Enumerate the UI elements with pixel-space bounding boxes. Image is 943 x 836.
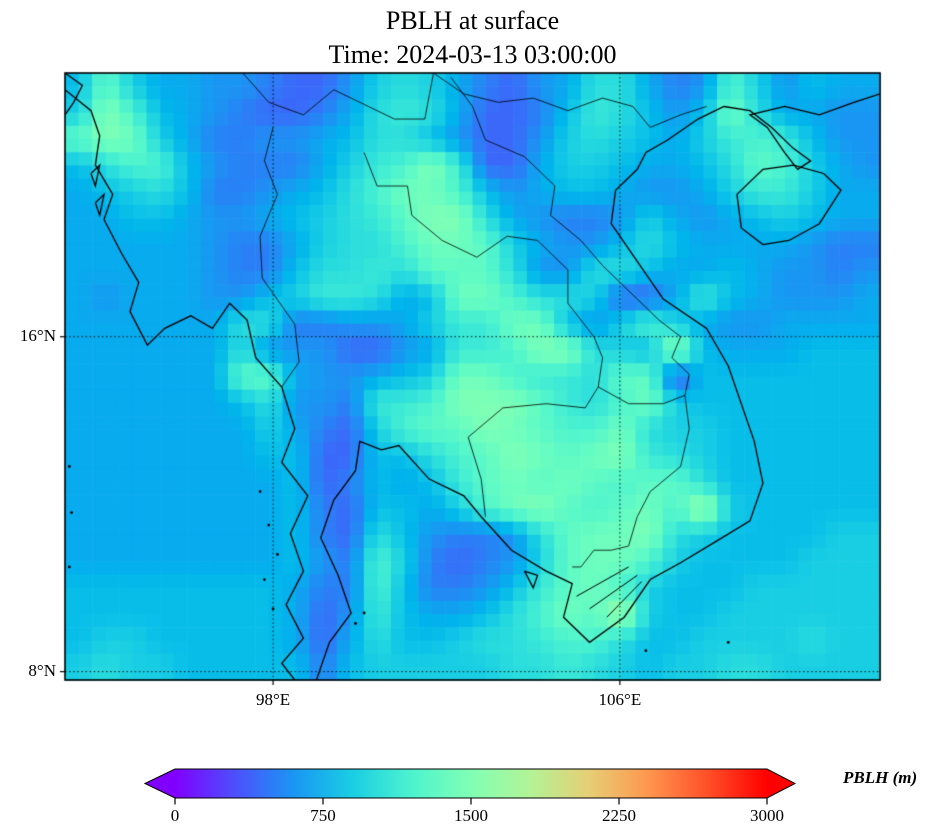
x-tick-label: 98°E [255,690,291,709]
colorbar-label: PBLH (m) [843,768,918,787]
colorbar-tick-label: 750 [310,806,336,825]
colorbar-gradient [143,768,797,799]
map-plot [0,0,943,760]
colorbar-tick-label: 3000 [750,806,784,825]
y-tick-label: 16°N [19,325,56,345]
colorbar-tick-label: 1500 [454,806,488,825]
colorbar-ticks [174,798,768,805]
colorbar-tick-label: 0 [170,806,180,825]
colorbar [143,768,797,805]
x-tick-label: 106°E [598,690,642,709]
colorbar-tick-label: 2250 [602,806,636,825]
y-tick-label: 8°N [28,660,56,680]
